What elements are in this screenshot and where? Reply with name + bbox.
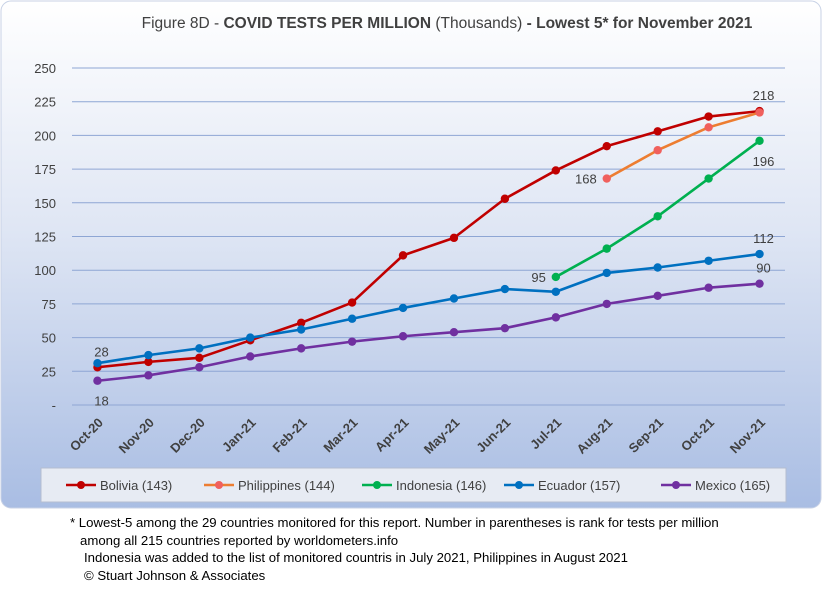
data-point: [602, 174, 611, 183]
title-suffix: - Lowest 5* for November 2021: [527, 15, 753, 32]
title-mid: (Thousands): [431, 15, 527, 32]
data-point: [602, 141, 611, 151]
data-label: 168: [575, 172, 597, 187]
data-point: [144, 357, 153, 367]
data-label: 95: [531, 270, 545, 285]
data-point: [449, 328, 459, 337]
data-label: 18: [94, 394, 108, 409]
y-tick-label: 175: [34, 162, 56, 177]
legend-marker: [215, 481, 223, 489]
y-tick-label: 225: [34, 95, 56, 110]
legend-marker: [77, 481, 85, 489]
data-point: [704, 123, 713, 132]
y-tick-label: -: [52, 398, 56, 413]
series-lines: [93, 106, 764, 385]
y-axis-ticks: - 25 50 75 100 125 150 175 200 225 250: [34, 61, 56, 413]
data-point: [755, 108, 764, 117]
data-point: [296, 318, 306, 327]
legend-label: Bolivia (143): [100, 478, 172, 493]
data-point: [398, 332, 408, 341]
data-point: [500, 284, 510, 294]
title-prefix: Figure 8D -: [142, 15, 224, 32]
legend: Bolivia (143) Philippines (144) Indonesia …: [66, 478, 770, 493]
data-point: [144, 371, 153, 380]
data-point: [602, 299, 611, 309]
data-labels: 218 168 196 95 112 90 28 18: [94, 88, 774, 409]
data-point: [653, 212, 662, 221]
y-tick-label: 50: [42, 331, 56, 346]
data-point: [551, 166, 561, 175]
data-point: [704, 283, 713, 292]
data-point: [500, 323, 510, 333]
data-point: [755, 249, 764, 259]
series-line: [606, 111, 760, 180]
data-point: [704, 112, 713, 121]
y-tick-label: 25: [42, 364, 56, 379]
data-point: [296, 325, 306, 334]
legend-label: Mexico (165): [695, 478, 770, 493]
y-tick-label: 75: [42, 297, 56, 312]
series-line: [97, 252, 760, 365]
y-tick-label: 200: [34, 128, 56, 143]
data-point: [398, 251, 408, 260]
data-point: [449, 294, 459, 303]
gridlines: [72, 67, 785, 406]
chart: Figure 8D - COVID TESTS PER MILLION (Tho…: [0, 0, 822, 509]
data-point: [755, 136, 764, 145]
data-point: [755, 279, 764, 288]
data-point: [500, 194, 510, 203]
data-point: [449, 233, 459, 243]
data-point: [195, 363, 204, 372]
legend-label: Indonesia (146): [396, 478, 486, 493]
data-point: [653, 146, 662, 155]
footnote: * Lowest-5 among the 29 countries monito…: [70, 514, 815, 584]
data-point: [347, 314, 357, 323]
data-point: [246, 333, 255, 342]
data-point: [93, 376, 102, 385]
footnote-line-1: * Lowest-5 among the 29 countries monito…: [70, 515, 719, 530]
data-label: 218: [753, 88, 775, 103]
data-point: [602, 244, 611, 253]
data-point: [704, 256, 713, 265]
legend-marker: [515, 481, 523, 489]
data-label: 112: [753, 231, 774, 246]
y-tick-label: 100: [34, 263, 56, 278]
data-point: [704, 174, 713, 183]
title-bold: COVID TESTS PER MILLION: [223, 15, 431, 32]
series-line: [97, 109, 760, 369]
footnote-line-4: © Stuart Johnson & Associates: [84, 567, 266, 583]
data-label: 28: [94, 344, 108, 359]
data-point: [653, 127, 662, 136]
data-point: [551, 287, 561, 296]
data-point: [653, 291, 662, 301]
data-point: [602, 268, 611, 278]
data-point: [246, 352, 255, 361]
legend-label: Ecuador (157): [538, 478, 620, 493]
data-point: [296, 344, 306, 353]
y-tick-label: 150: [34, 196, 56, 211]
legend-marker: [672, 481, 680, 489]
data-point: [195, 353, 204, 363]
series-line: [97, 282, 760, 383]
data-point: [195, 344, 204, 353]
data-point: [398, 303, 408, 313]
chart-background: [0, 0, 822, 509]
data-label: 196: [753, 154, 775, 169]
y-tick-label: 125: [34, 230, 56, 245]
y-tick-label: 250: [34, 61, 56, 76]
data-point: [551, 272, 561, 282]
data-point: [93, 359, 102, 368]
data-label: 90: [756, 261, 770, 276]
footnote-line-3: Indonesia was added to the list of monit…: [84, 550, 628, 565]
data-point: [347, 337, 357, 346]
footnote-line-2: among all 215 countries reported by worl…: [80, 532, 399, 548]
legend-label: Philippines (144): [238, 478, 335, 493]
data-point: [551, 313, 561, 322]
data-point: [347, 298, 357, 307]
chart-title: Figure 8D - COVID TESTS PER MILLION (Tho…: [142, 15, 753, 32]
legend-marker: [373, 481, 381, 489]
data-point: [653, 263, 662, 272]
data-point: [144, 350, 153, 360]
